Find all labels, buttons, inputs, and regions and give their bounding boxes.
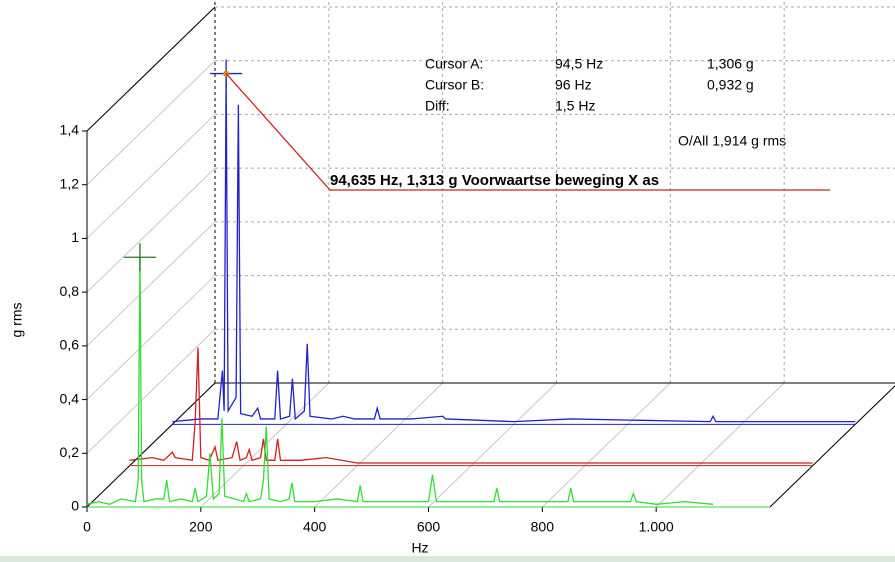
cursor-cell: 0,932 g (707, 77, 754, 93)
x-tick-label: 600 (417, 519, 441, 535)
x-tick-label: 400 (303, 519, 327, 535)
y-tick-label: 1,4 (60, 122, 80, 138)
annotation-leader (225, 73, 830, 191)
cursor-cell: 94,5 Hz (555, 56, 603, 72)
x-tick-label: 200 (189, 519, 213, 535)
y-tick-label: 0,8 (60, 283, 80, 299)
y-tick-label: 0 (71, 498, 79, 514)
axis-line (769, 385, 895, 508)
y-tick-label: 0,6 (60, 337, 80, 353)
cursor-cell: Cursor A: (425, 56, 483, 72)
x-tick-label: 1.000 (639, 519, 674, 535)
floor-grid-line (314, 382, 444, 508)
spectrum-line (86, 257, 714, 505)
x-axis-label: Hz (411, 540, 428, 556)
y-tick-label: 0,4 (60, 390, 80, 406)
x-tick-label: 800 (531, 519, 555, 535)
cursor-cell: Diff: (425, 98, 450, 114)
side-grid-line (86, 114, 216, 239)
cursor-cell: 96 Hz (555, 77, 592, 93)
y-tick-label: 1 (71, 229, 79, 245)
side-grid-line (86, 221, 216, 347)
status-strip (0, 556, 895, 562)
y-tick-label: 1,2 (60, 175, 80, 191)
spectrum-line (172, 73, 856, 423)
x-tick-label: 0 (83, 519, 91, 535)
peak-annotation: 94,635 Hz, 1,313 g Voorwaartse beweging … (330, 172, 659, 189)
spectrum-line (129, 347, 813, 464)
side-grid-line (86, 60, 216, 186)
cursor-cell: Cursor B: (425, 77, 484, 93)
overall-value: O/All 1,914 g rms (678, 133, 786, 149)
cursor-cell: 1,5 Hz (555, 98, 595, 114)
floor-grid-line (428, 382, 557, 508)
side-grid-line (86, 167, 216, 293)
floor-grid-line (541, 382, 671, 508)
axis-line (86, 6, 216, 132)
y-axis-label: g rms (9, 303, 25, 338)
y-tick-label: 0,2 (60, 444, 80, 460)
floor-grid-line (655, 382, 785, 508)
axis-line (86, 382, 216, 508)
side-grid-line (86, 328, 216, 454)
side-grid-line (86, 275, 216, 400)
cursor-cell: 1,306 g (707, 56, 754, 72)
